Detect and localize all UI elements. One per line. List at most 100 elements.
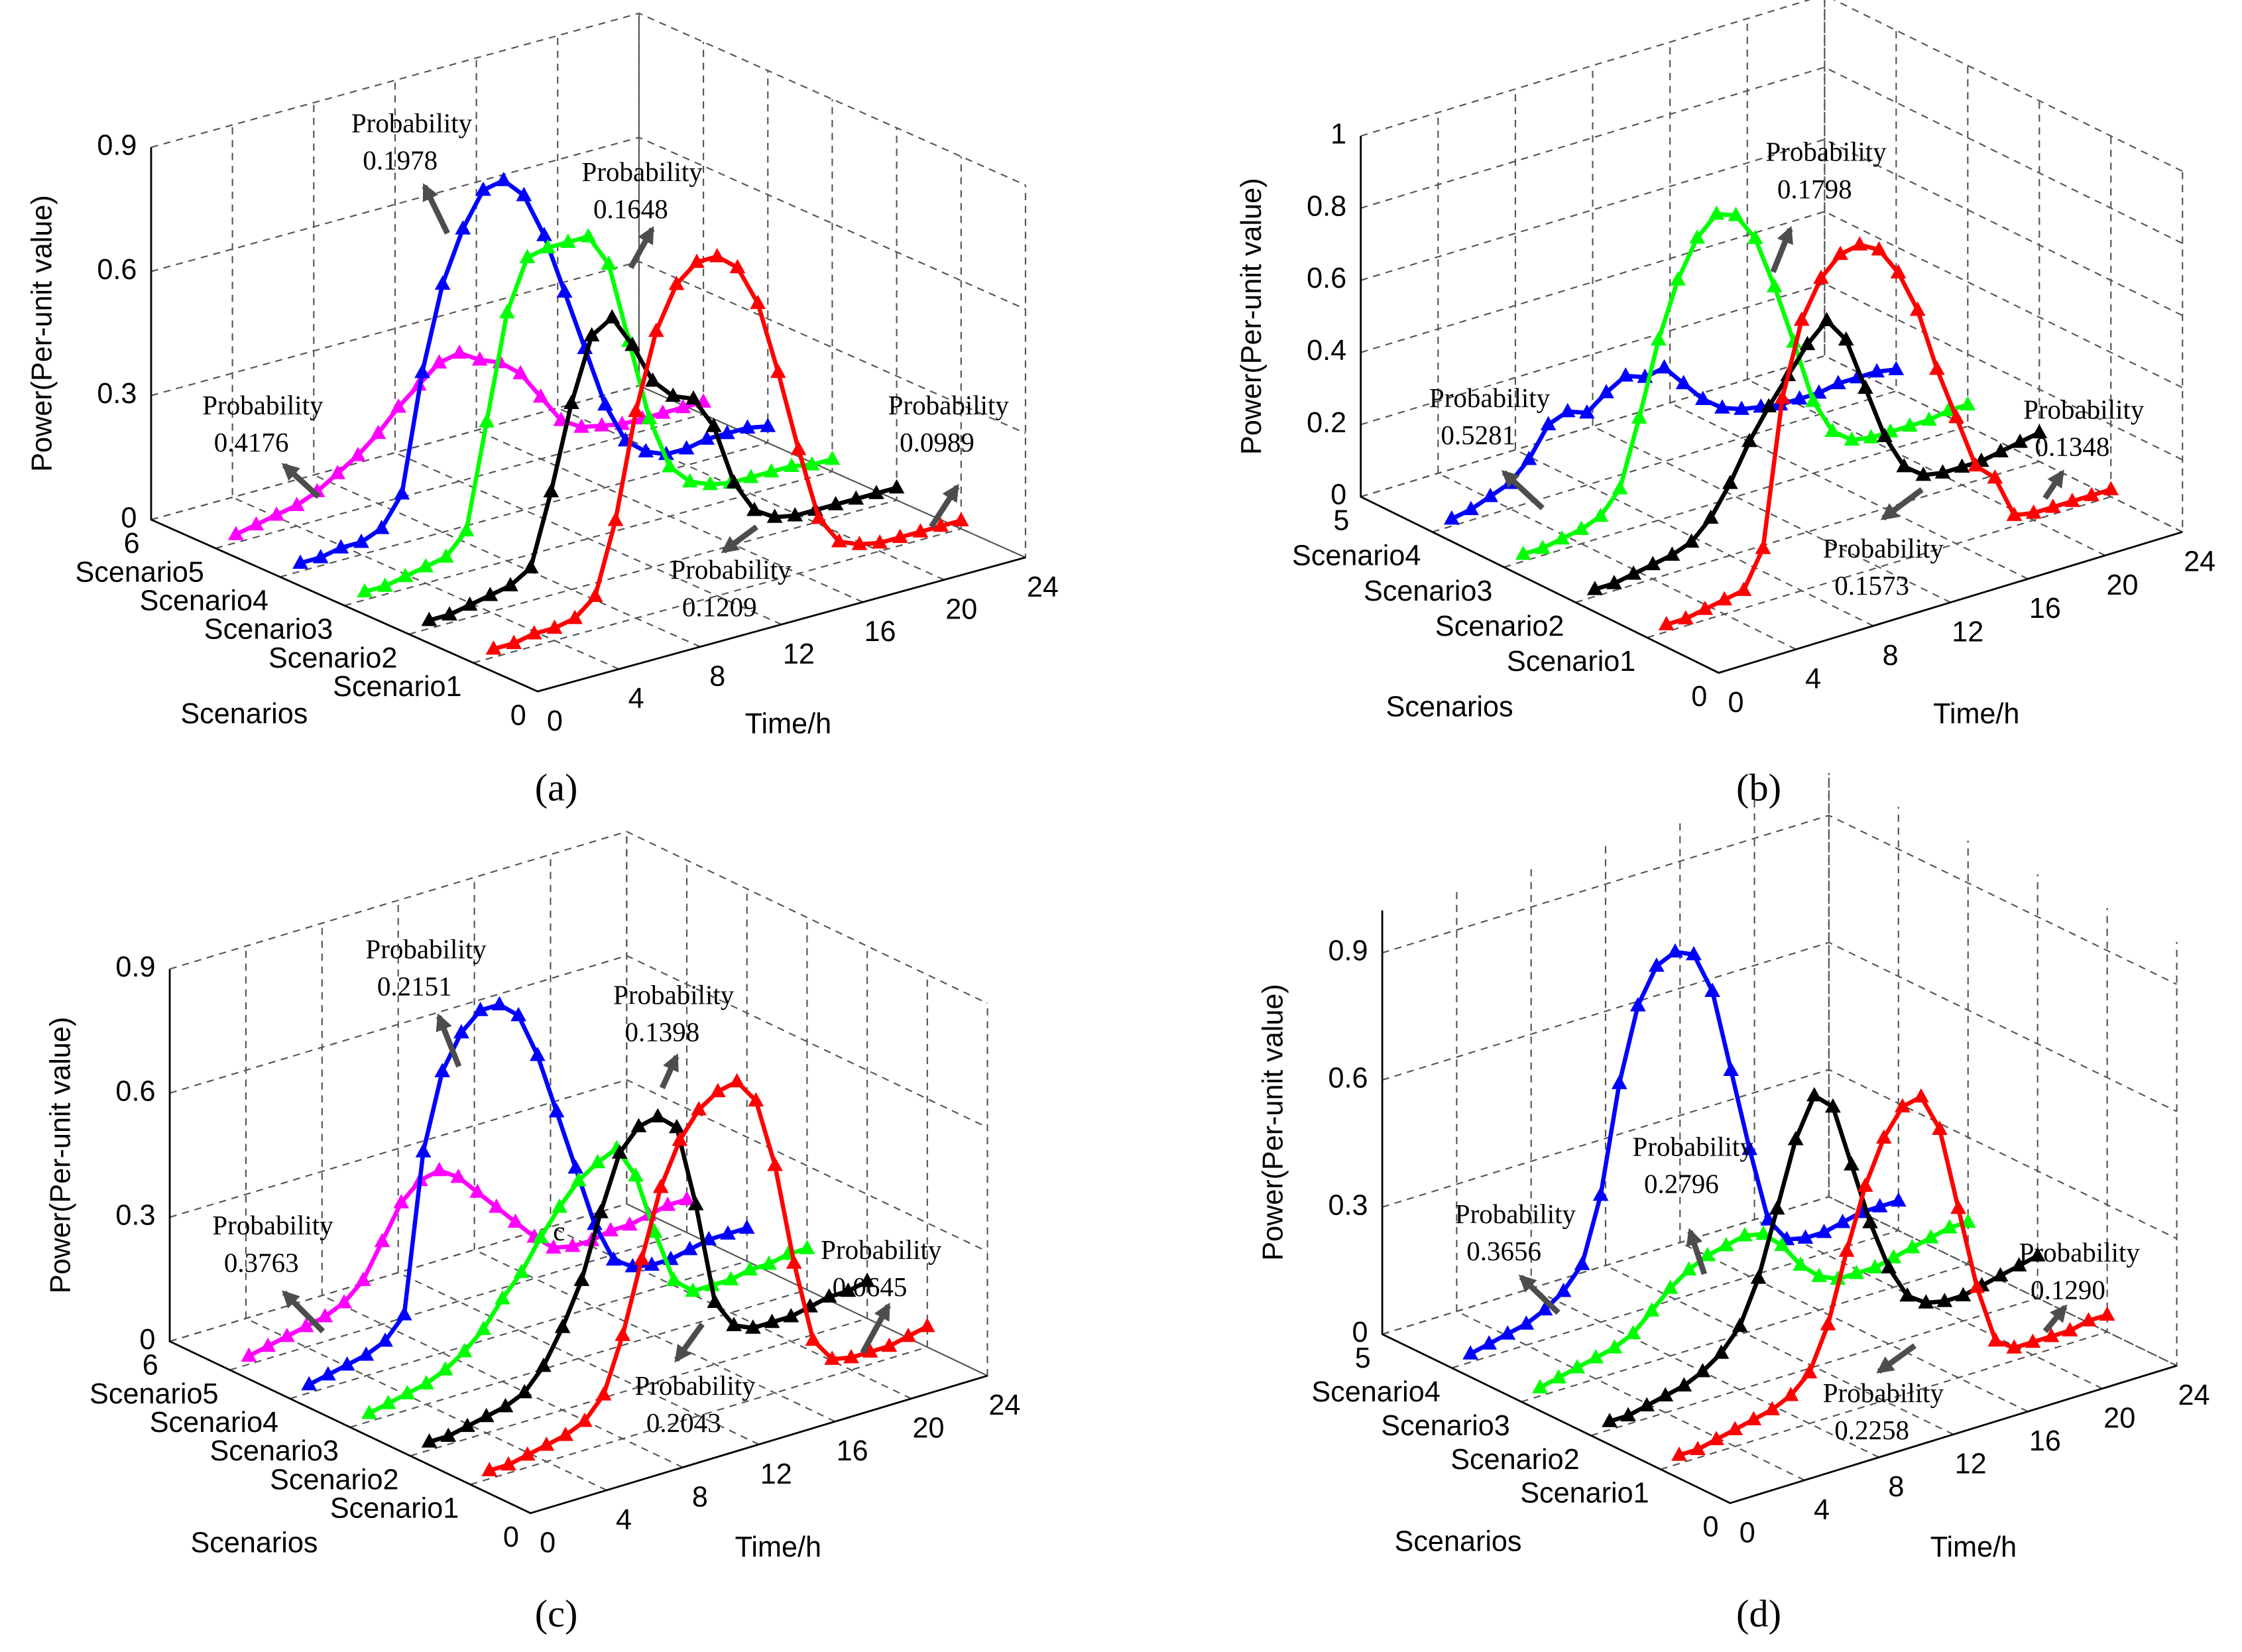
y-tick-label: Scenario5: [75, 556, 204, 588]
marker: [1793, 1256, 1808, 1271]
annotation-arrow: [1770, 225, 1793, 273]
marker: [811, 509, 827, 524]
x-tick-label: 20: [945, 593, 977, 625]
marker: [1852, 236, 1868, 251]
marker: [472, 1002, 489, 1016]
marker: [279, 1327, 295, 1342]
marker: [1769, 1200, 1785, 1215]
marker: [268, 506, 285, 521]
marker: [1915, 466, 1932, 481]
marker: [1987, 1332, 2004, 1347]
z-tick-label: 0.9: [1328, 935, 1368, 967]
marker: [1745, 1411, 1762, 1425]
marker: [1555, 1282, 1572, 1297]
marker: [868, 485, 884, 499]
marker: [720, 1225, 736, 1240]
marker: [1611, 1075, 1627, 1089]
marker: [513, 1264, 530, 1278]
annotation-value: 0.1648: [593, 194, 668, 224]
marker: [573, 418, 589, 433]
marker: [370, 424, 386, 440]
marker: [2006, 506, 2023, 521]
marker: [361, 1404, 377, 1419]
grid-line: [557, 35, 945, 581]
x-tick-label: 4: [616, 1504, 632, 1536]
marker: [532, 388, 549, 403]
marker: [543, 483, 560, 498]
marker: [506, 634, 522, 650]
annotation-title: Probability: [670, 554, 792, 585]
marker: [329, 465, 346, 479]
marker: [611, 1144, 628, 1159]
grid-line: [1360, 139, 2183, 316]
marker: [593, 1203, 609, 1218]
marker: [355, 1271, 371, 1286]
marker: [658, 445, 674, 460]
marker: [672, 1131, 688, 1146]
marker: [892, 528, 908, 544]
marker: [519, 1446, 536, 1461]
marker: [1934, 464, 1951, 479]
marker: [1783, 1386, 1799, 1401]
y-axis-label: Scenarios: [1395, 1525, 1522, 1557]
marker: [1871, 241, 1887, 256]
annotation-arrow: [659, 1053, 679, 1089]
marker: [843, 1348, 859, 1364]
marker: [1676, 1377, 1692, 1391]
marker: [654, 404, 671, 419]
y-tick-label: 0: [510, 699, 526, 731]
marker: [824, 1350, 841, 1365]
marker: [638, 443, 654, 457]
marker: [522, 559, 539, 573]
marker: [678, 440, 695, 455]
marker: [888, 479, 905, 494]
x-tick-label: 0: [1728, 687, 1743, 719]
marker: [1741, 432, 1757, 447]
x-tick-label: 16: [864, 616, 896, 648]
marker: [1620, 1407, 1636, 1422]
marker: [666, 1271, 682, 1286]
annotation-title: Probability: [634, 1370, 756, 1401]
marker: [742, 469, 759, 483]
marker: [532, 1228, 549, 1244]
grid-line: [1451, 807, 1899, 1369]
marker: [1606, 1339, 1623, 1354]
marker: [1969, 1278, 1985, 1293]
marker: [707, 1293, 723, 1308]
marker: [2062, 1322, 2078, 1336]
marker: [1675, 375, 1692, 390]
marker: [415, 1143, 432, 1157]
marker: [1948, 408, 1964, 424]
axis-line: [168, 969, 988, 1515]
marker: [1702, 509, 1719, 524]
marker: [1736, 1226, 1753, 1242]
marker: [1869, 363, 1885, 378]
marker: [1683, 533, 1700, 548]
marker: [709, 248, 725, 263]
marker: [1559, 402, 1576, 418]
annotation-arrow: [628, 225, 655, 269]
marker: [1787, 1130, 1804, 1146]
annotation-title: Probability: [351, 107, 473, 138]
x-axis-label: Time/h: [745, 708, 831, 740]
marker: [320, 1366, 336, 1381]
marker: [1929, 360, 1945, 375]
marker: [499, 304, 515, 319]
annotation-arrow: [1876, 1343, 1917, 1374]
marker: [456, 1342, 473, 1358]
marker: [1462, 1345, 1478, 1360]
grid-line: [169, 831, 988, 1004]
marker: [1885, 1249, 1902, 1264]
marker: [453, 1024, 469, 1039]
grid-line: [550, 854, 912, 1399]
marker: [1535, 540, 1551, 554]
marker: [821, 1288, 837, 1303]
marker: [862, 1343, 878, 1358]
series-line: [364, 234, 833, 594]
marker: [1481, 1335, 1498, 1350]
marker: [1936, 1293, 1953, 1307]
y-axis-label: Scenarios: [180, 698, 308, 730]
marker: [628, 1167, 644, 1182]
marker: [1681, 1261, 1697, 1275]
marker: [1932, 1120, 1948, 1136]
